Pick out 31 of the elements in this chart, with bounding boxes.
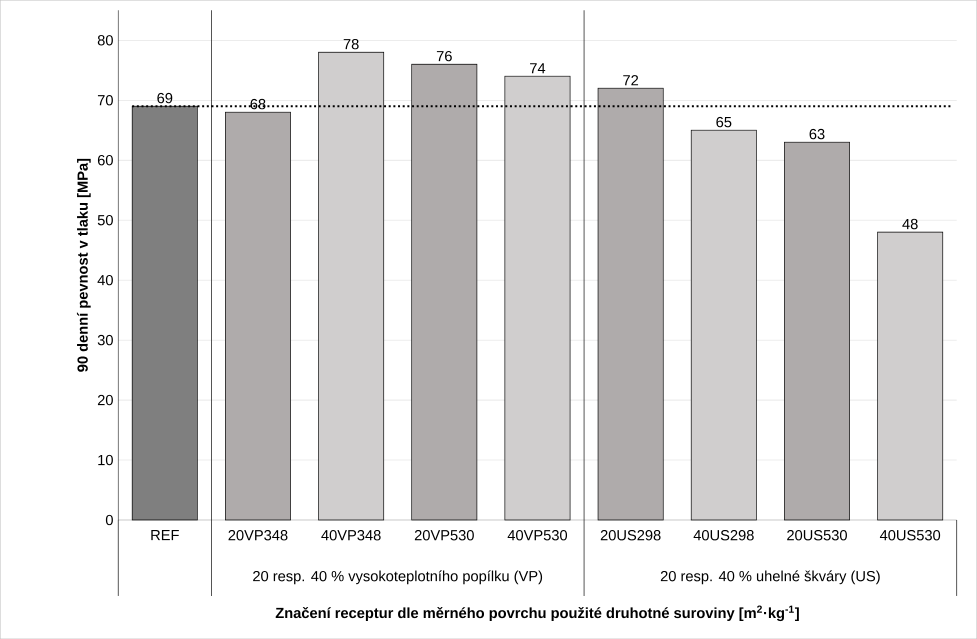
data-label: 76	[436, 50, 452, 62]
data-label: 65	[716, 116, 732, 128]
y-tick-label: 50	[98, 214, 113, 226]
y-axis-title: 90 denní pevnost v tlaku [MPa]	[76, 158, 91, 372]
y-tick-label: 40	[98, 274, 113, 286]
x-tick-label: 40US298	[694, 530, 754, 540]
x-tick-label: 20US298	[600, 530, 661, 540]
data-label: 78	[344, 38, 359, 50]
x-tick-label: 40US530	[880, 530, 940, 540]
y-tick-label: 30	[98, 334, 113, 346]
data-label: 72	[623, 74, 638, 86]
data-label: 48	[902, 218, 918, 230]
x-axis-title: Značení receptur dle měrného povrchu použité druhotné suroviny [m$^{2}$·kg$^{-1}$]	[276, 605, 799, 622]
x-tick-label: REF	[151, 530, 179, 540]
y-tick-label: 10	[98, 454, 113, 466]
data-label: 74	[530, 63, 546, 74]
y-tick-label: 80	[98, 34, 113, 46]
x-tick-label: 20US530	[787, 530, 847, 540]
y-tick-label: 20	[98, 394, 113, 406]
x-tick-label: 20VP348	[228, 530, 288, 540]
x-tick-label: 20VP530	[414, 530, 474, 540]
text: 20 resp. 40 % vysokoteplotního popílku (VP)	[253, 570, 542, 584]
data-label: 63	[810, 128, 824, 140]
data-label: 69	[157, 92, 172, 104]
text: 20 resp. 40 % uhelné škváry (US)	[660, 570, 880, 584]
y-tick-label: 0	[106, 514, 113, 526]
x-tick-label: 40VP348	[321, 530, 381, 540]
data-label: 68	[250, 98, 266, 110]
x-tick-label: 40VP530	[508, 530, 568, 540]
y-tick-label: 60	[98, 154, 113, 166]
y-tick-label: 70	[98, 94, 113, 106]
